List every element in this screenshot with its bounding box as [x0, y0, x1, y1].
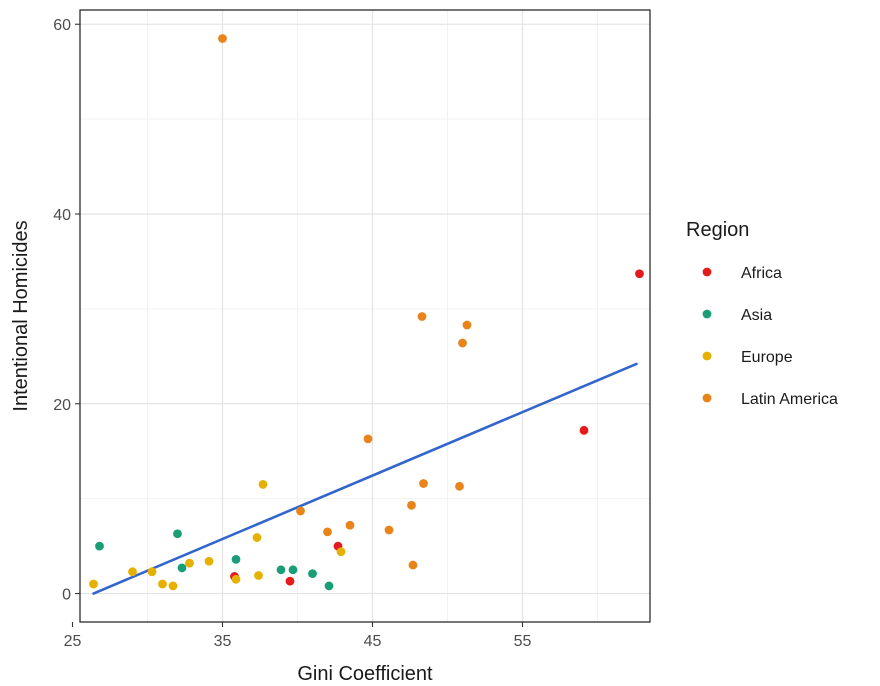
point-africa	[635, 269, 644, 279]
point-latin-america	[408, 560, 418, 570]
axes: 25 35 45 55 0 20 40 60	[53, 17, 531, 650]
x-tick-label: 45	[364, 633, 382, 650]
point-europe	[254, 571, 263, 580]
legend-label-latin-america: Latin America	[741, 391, 838, 408]
point-europe	[89, 579, 98, 589]
legend-items: Africa Asia Europe Latin America	[702, 265, 838, 408]
point-europe	[231, 574, 241, 584]
x-tick-label: 35	[214, 633, 232, 650]
point-asia	[177, 563, 187, 573]
point-latin-america	[455, 481, 464, 491]
legend-swatch-asia	[702, 309, 712, 319]
legend: Region Africa Asia Europe Latin America	[686, 219, 838, 408]
point-europe	[147, 567, 157, 577]
plot-area	[79, 9, 651, 623]
point-europe	[168, 581, 178, 591]
y-tick-label: 40	[53, 207, 71, 224]
point-latin-america	[363, 434, 373, 444]
legend-swatch-latin-america	[702, 393, 712, 403]
point-europe	[336, 547, 346, 557]
x-tick-label: 55	[514, 633, 532, 650]
point-latin-america	[296, 506, 305, 516]
point-latin-america	[384, 525, 394, 535]
trendline-layer	[92, 362, 638, 595]
point-africa	[285, 576, 295, 586]
legend-label-asia: Asia	[741, 307, 772, 324]
panel-background	[80, 10, 650, 622]
legend-label-europe: Europe	[741, 349, 793, 366]
legend-title: Region	[686, 219, 749, 241]
point-europe	[204, 556, 214, 566]
point-latin-america	[417, 312, 427, 321]
point-europe	[158, 579, 167, 589]
point-europe	[258, 480, 268, 489]
legend-swatch-europe	[702, 351, 712, 361]
point-europe	[252, 533, 262, 542]
point-latin-america	[323, 527, 332, 537]
y-tick-label: 20	[53, 397, 71, 414]
point-asia	[173, 529, 182, 539]
point-asia	[95, 541, 104, 551]
point-latin-america	[419, 479, 428, 488]
point-latin-america	[407, 500, 416, 510]
panel-border	[79, 9, 651, 623]
x-axis-title: Gini Coefficient	[297, 663, 433, 685]
point-asia	[308, 569, 317, 579]
point-asia	[231, 554, 241, 564]
point-europe	[128, 567, 137, 577]
point-asia	[324, 581, 334, 591]
point-latin-america	[462, 320, 472, 330]
point-asia	[288, 565, 298, 575]
legend-swatch-africa	[702, 267, 712, 277]
y-tick-label: 60	[53, 17, 71, 34]
data-points	[89, 34, 644, 591]
grid-lines	[80, 10, 650, 622]
x-tick-label: 25	[64, 633, 82, 650]
point-latin-america	[345, 520, 355, 530]
point-africa	[579, 425, 589, 435]
trend-line	[92, 362, 638, 595]
point-latin-america	[218, 34, 227, 43]
point-latin-america	[458, 338, 467, 348]
legend-label-africa: Africa	[741, 265, 782, 282]
point-europe	[185, 558, 194, 568]
y-tick-label: 0	[62, 587, 71, 604]
y-axis-title: Intentional Homicides	[10, 220, 32, 411]
point-asia	[276, 565, 286, 575]
